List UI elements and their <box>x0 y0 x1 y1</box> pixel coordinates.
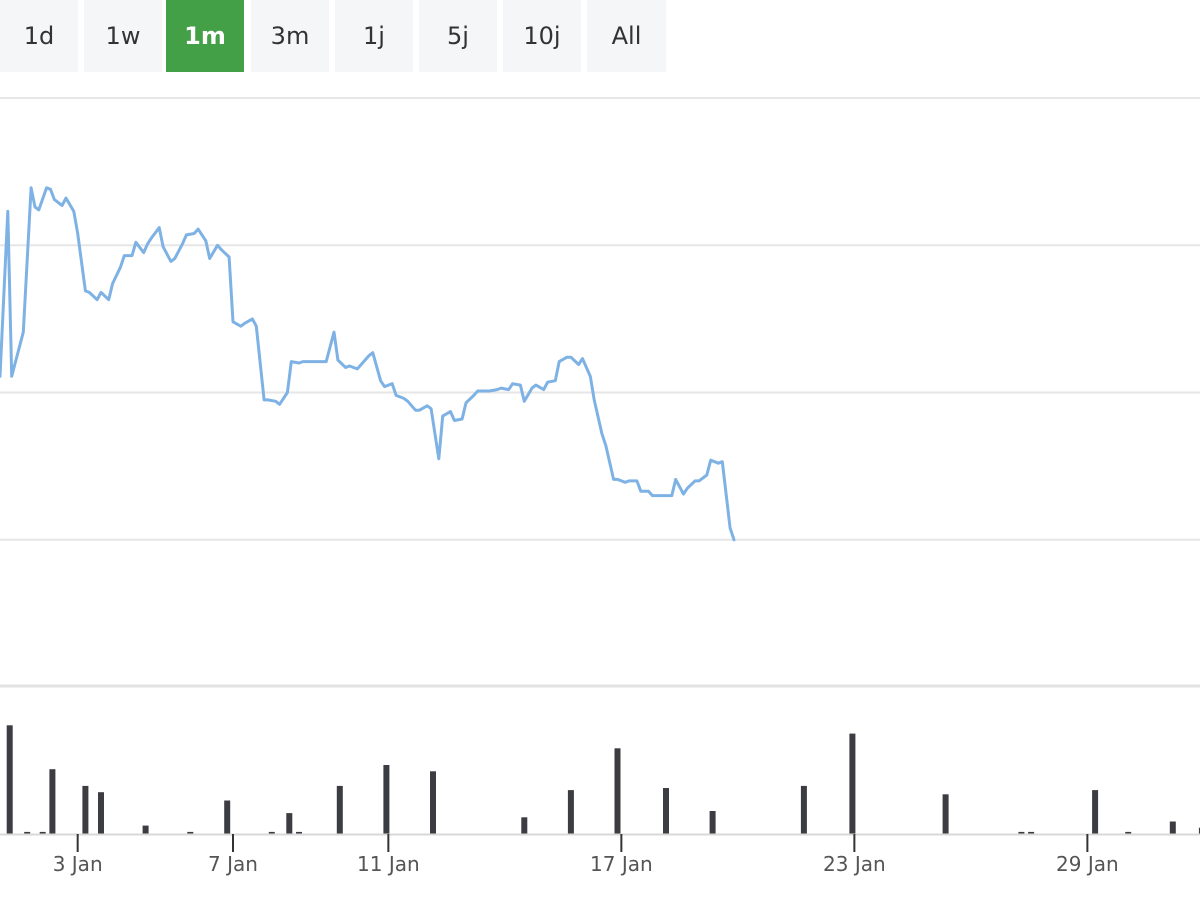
volume-bar <box>430 771 436 834</box>
volume-bar <box>800 785 807 834</box>
volume-bar <box>663 788 669 834</box>
volume-bar <box>98 792 104 834</box>
range-tab-all[interactable]: All <box>587 0 666 72</box>
volume-bar <box>1125 831 1132 834</box>
volume-bars <box>6 725 1200 834</box>
volume-bar <box>49 769 56 834</box>
range-tab-10j[interactable]: 10j <box>503 0 581 72</box>
volume-bar <box>24 831 31 834</box>
volume-bar <box>296 831 302 834</box>
volume-bar <box>1092 790 1099 834</box>
range-tab-1j[interactable]: 1j <box>335 0 413 72</box>
volume-bar <box>336 785 343 834</box>
volume-bar <box>82 785 89 834</box>
volume-bar <box>1198 827 1200 834</box>
volume-bar <box>187 831 194 834</box>
volume-bar <box>942 794 949 834</box>
price-line-series <box>0 186 736 542</box>
range-tab-1d[interactable]: 1d <box>0 0 78 72</box>
volume-bar <box>567 790 574 834</box>
range-tab-5j[interactable]: 5j <box>419 0 497 72</box>
x-tick-label: 7 Jan <box>208 852 258 876</box>
volume-bar <box>6 725 13 834</box>
volume-bar <box>1169 821 1176 834</box>
range-tab-3m[interactable]: 3m <box>251 0 329 72</box>
volume-bar <box>1018 831 1025 834</box>
price-grid <box>0 97 1200 541</box>
x-tick-label: 29 Jan <box>1056 852 1119 876</box>
range-tab-1w[interactable]: 1w <box>84 0 162 72</box>
range-tab-1m[interactable]: 1m <box>166 0 244 72</box>
x-tick-label: 11 Jan <box>357 852 420 876</box>
volume-bar <box>709 811 716 834</box>
x-tick-label: 23 Jan <box>823 852 886 876</box>
volume-bar <box>521 817 528 834</box>
volume-bar <box>39 831 46 834</box>
volume-bar <box>849 733 856 834</box>
volume-bar <box>286 813 293 834</box>
x-axis-ticks: 3 Jan 7 Jan 11 Jan 17 Jan 23 Jan 29 Jan <box>53 834 1119 876</box>
volume-bar <box>1028 831 1035 834</box>
volume-bar <box>224 800 231 834</box>
x-tick-label: 3 Jan <box>53 852 103 876</box>
volume-bar <box>614 748 621 834</box>
volume-bar <box>383 765 390 834</box>
volume-bar <box>268 831 275 834</box>
volume-bar <box>142 825 149 834</box>
x-tick-label: 17 Jan <box>590 852 653 876</box>
